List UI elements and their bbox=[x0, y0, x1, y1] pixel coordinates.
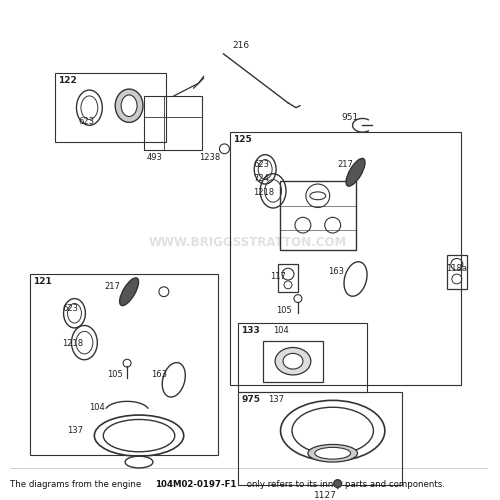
Ellipse shape bbox=[115, 89, 143, 122]
Text: 104: 104 bbox=[273, 326, 289, 335]
Text: 122: 122 bbox=[58, 76, 76, 86]
Text: 623: 623 bbox=[253, 160, 269, 168]
Ellipse shape bbox=[315, 448, 350, 459]
Bar bbox=[230, 132, 461, 384]
Ellipse shape bbox=[120, 278, 139, 305]
Text: 121: 121 bbox=[33, 277, 52, 286]
Bar bbox=[144, 96, 202, 150]
Text: 217: 217 bbox=[338, 160, 353, 168]
Ellipse shape bbox=[346, 158, 365, 186]
Text: 1218: 1218 bbox=[62, 338, 84, 347]
Bar bbox=[238, 392, 402, 484]
Text: The diagrams from the engine: The diagrams from the engine bbox=[10, 480, 144, 488]
Text: 724: 724 bbox=[253, 174, 269, 183]
Text: 105: 105 bbox=[108, 370, 123, 379]
Ellipse shape bbox=[121, 95, 137, 116]
Text: 1127: 1127 bbox=[314, 492, 337, 500]
Text: 163: 163 bbox=[151, 370, 167, 379]
Ellipse shape bbox=[275, 348, 311, 375]
Bar bbox=[54, 74, 166, 142]
Text: 133: 133 bbox=[242, 326, 260, 335]
Text: 105: 105 bbox=[276, 306, 292, 316]
Text: 104: 104 bbox=[90, 404, 105, 412]
Text: 137: 137 bbox=[68, 426, 84, 435]
Text: 118a: 118a bbox=[446, 264, 468, 274]
Text: 125: 125 bbox=[234, 135, 252, 144]
Bar bbox=[280, 181, 355, 250]
Text: 163: 163 bbox=[328, 267, 344, 276]
Text: 137: 137 bbox=[268, 394, 284, 404]
Text: 493: 493 bbox=[147, 152, 163, 162]
Text: 975: 975 bbox=[242, 394, 260, 404]
Bar bbox=[238, 323, 368, 392]
Text: 1218: 1218 bbox=[253, 188, 274, 197]
Text: 117: 117 bbox=[270, 272, 286, 281]
Ellipse shape bbox=[308, 444, 358, 462]
Circle shape bbox=[334, 480, 342, 488]
Bar bbox=[30, 274, 218, 455]
Ellipse shape bbox=[283, 354, 303, 369]
Bar bbox=[447, 254, 467, 289]
Text: 623: 623 bbox=[78, 118, 94, 126]
Text: 216: 216 bbox=[233, 41, 250, 50]
Text: 104M02-0197-F1: 104M02-0197-F1 bbox=[156, 480, 236, 488]
Text: 217: 217 bbox=[104, 282, 120, 291]
Text: 623: 623 bbox=[62, 304, 78, 314]
Text: 951: 951 bbox=[341, 112, 358, 122]
Text: only refers to its inner parts and components.: only refers to its inner parts and compo… bbox=[244, 480, 444, 488]
Text: 1238: 1238 bbox=[198, 152, 220, 162]
Bar bbox=[263, 340, 323, 382]
Text: WWW.BRIGGSSTRATTON.COM: WWW.BRIGGSSTRATTON.COM bbox=[149, 236, 348, 250]
Bar bbox=[278, 264, 298, 291]
